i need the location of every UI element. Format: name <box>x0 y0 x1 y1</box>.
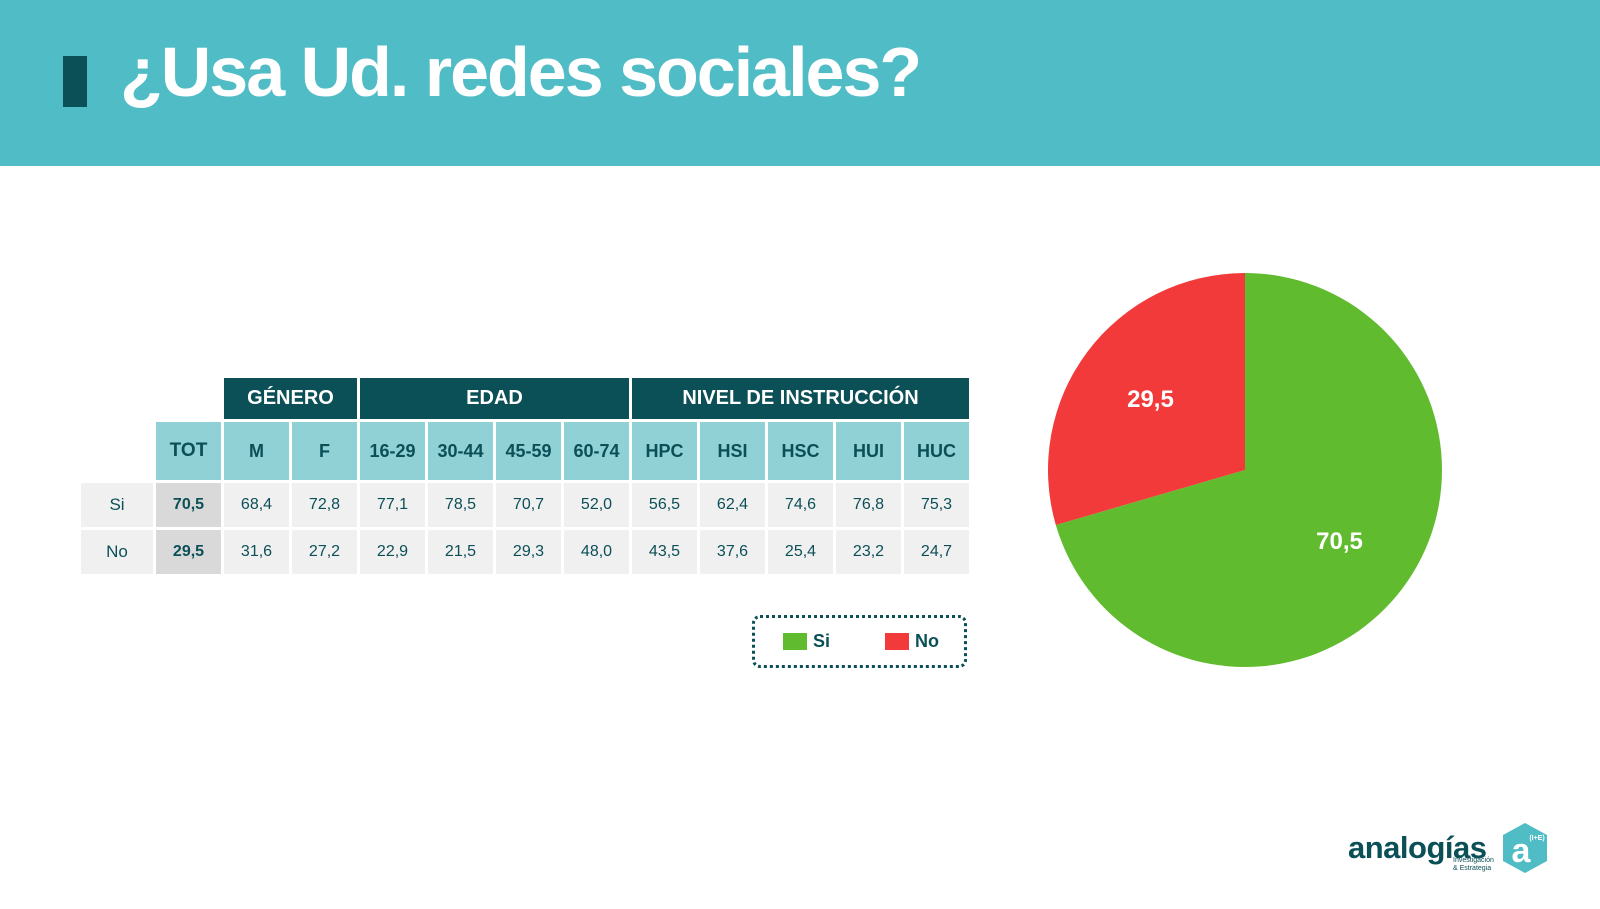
table-cell: 43,5 <box>632 530 697 574</box>
pie-chart: 70,5 29,5 <box>1048 273 1442 667</box>
table-cell: 62,4 <box>700 483 765 527</box>
table-cell: 21,5 <box>428 530 493 574</box>
table-cell: 29,3 <box>496 530 561 574</box>
col-header-hsi: HSI <box>700 422 765 480</box>
table-cell: 77,1 <box>360 483 425 527</box>
table-cell: 24,7 <box>904 530 969 574</box>
col-header-m: M <box>224 422 289 480</box>
logo-mark-sup: (I+E) <box>1529 835 1544 842</box>
pie-slice-no <box>1048 273 1245 525</box>
group-header-row: GÉNERO EDAD NIVEL DE INSTRUCCIÓN <box>81 378 969 419</box>
col-header-f: F <box>292 422 357 480</box>
table-cell: 68,4 <box>224 483 289 527</box>
col-header-hui: HUI <box>836 422 901 480</box>
table-cell: 22,9 <box>360 530 425 574</box>
pie-slice-si <box>1055 273 1442 667</box>
page-title: ¿Usa Ud. redes sociales? <box>120 33 922 111</box>
table-cell: 27,2 <box>292 530 357 574</box>
logo-hexagon-icon: a (I+E) <box>1502 823 1547 873</box>
table-cell: 31,6 <box>224 530 289 574</box>
group-edad: EDAD <box>360 378 629 419</box>
table-cell: 56,5 <box>632 483 697 527</box>
table-cell: 23,2 <box>836 530 901 574</box>
col-header-60-74: 60-74 <box>564 422 629 480</box>
blank-cell <box>81 378 153 419</box>
logo-mark: a <box>1511 832 1531 870</box>
table-row-si: Si 70,5 68,4 72,8 77,1 78,5 70,7 52,0 56… <box>81 483 969 527</box>
table-cell: 74,6 <box>768 483 833 527</box>
header-banner: ¿Usa Ud. redes sociales? <box>0 0 1600 166</box>
table-cell: 37,6 <box>700 530 765 574</box>
table-cell: 75,3 <box>904 483 969 527</box>
col-header-hpc: HPC <box>632 422 697 480</box>
col-header-16-29: 16-29 <box>360 422 425 480</box>
pie-label-no: 29,5 <box>1127 386 1174 413</box>
col-header-30-44: 30-44 <box>428 422 493 480</box>
table-cell: 76,8 <box>836 483 901 527</box>
table-cell: 78,5 <box>428 483 493 527</box>
logo-tagline: Investigación & Estrategia <box>1453 857 1513 873</box>
table-cell: 29,5 <box>156 530 221 574</box>
col-header-huc: HUC <box>904 422 969 480</box>
brand-logo: analogías Investigación & Estrategia a (… <box>1348 820 1553 876</box>
row-label-no: No <box>81 530 153 574</box>
group-genero: GÉNERO <box>224 378 357 419</box>
logo-wordmark: analogías <box>1348 830 1487 865</box>
chart-legend: Si No <box>752 615 967 668</box>
row-label-si: Si <box>81 483 153 527</box>
table-cell: 70,5 <box>156 483 221 527</box>
table-row-no: No 29,5 31,6 27,2 22,9 21,5 29,3 48,0 43… <box>81 530 969 574</box>
col-header-hsc: HSC <box>768 422 833 480</box>
table-cell: 25,4 <box>768 530 833 574</box>
blank-cell <box>156 378 221 419</box>
group-nivel-instruccion: NIVEL DE INSTRUCCIÓN <box>632 378 969 419</box>
legend-swatch-si <box>783 633 807 650</box>
title-accent-bar <box>63 56 87 107</box>
table-cell: 48,0 <box>564 530 629 574</box>
pie-label-si: 70,5 <box>1316 528 1363 555</box>
logo-tagline-line1: Investigación <box>1453 857 1494 864</box>
logo-tagline-line2: & Estrategia <box>1453 865 1492 872</box>
legend-label-si: Si <box>813 631 831 651</box>
legend-item-si: Si <box>783 631 830 652</box>
table-cell: 52,0 <box>564 483 629 527</box>
crosstab-table: GÉNERO EDAD NIVEL DE INSTRUCCIÓN TOT M F… <box>78 375 972 577</box>
legend-swatch-no <box>885 633 909 650</box>
column-header-row: TOT M F 16-29 30-44 45-59 60-74 HPC HSI … <box>81 422 969 480</box>
legend-label-no: No <box>915 631 939 651</box>
table-cell: 70,7 <box>496 483 561 527</box>
col-header-tot: TOT <box>156 422 221 480</box>
legend-item-no: No <box>885 631 939 652</box>
table-cell: 72,8 <box>292 483 357 527</box>
col-header-45-59: 45-59 <box>496 422 561 480</box>
blank-cell <box>81 422 153 480</box>
